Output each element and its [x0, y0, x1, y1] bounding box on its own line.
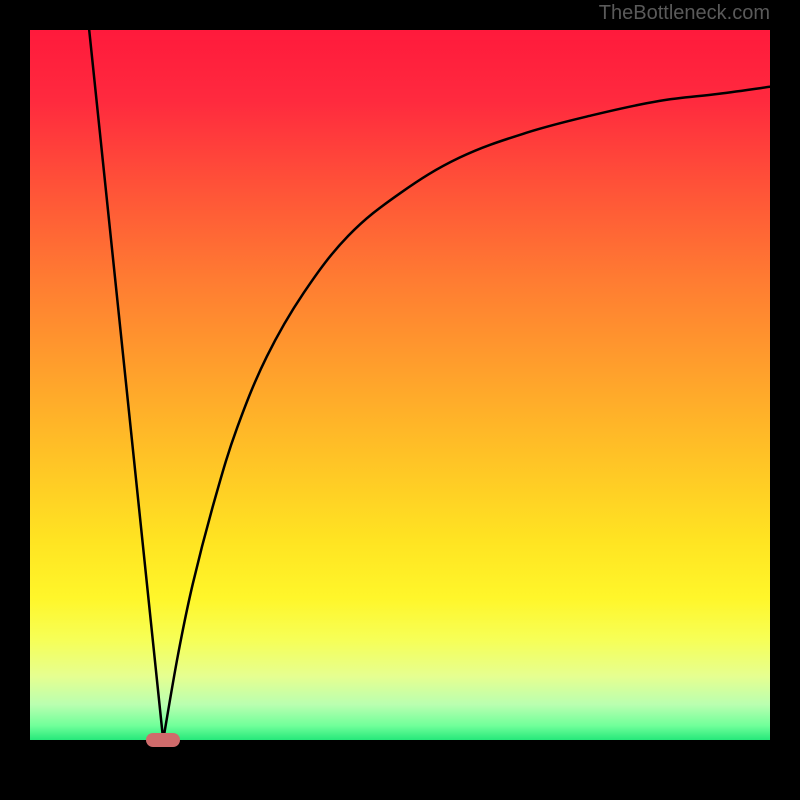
plot-area [30, 30, 770, 740]
bottleneck-curve [30, 30, 770, 740]
watermark-text: TheBottleneck.com [599, 2, 770, 25]
optimal-marker [146, 733, 180, 747]
curve-left-branch [89, 30, 163, 740]
curve-right-branch [163, 87, 770, 740]
